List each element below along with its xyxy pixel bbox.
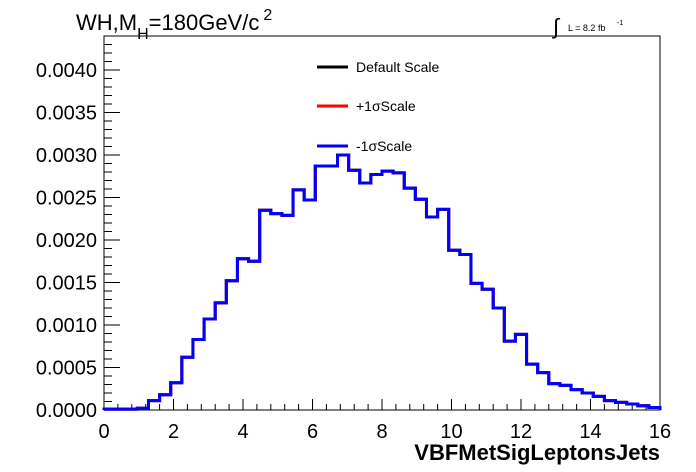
y-tick-label: 0.0010 bbox=[36, 315, 97, 337]
integral-icon: ∫ bbox=[551, 14, 561, 39]
title-value: =180GeV/c bbox=[149, 10, 260, 35]
x-tick-label: 6 bbox=[307, 421, 318, 443]
x-tick-label: 14 bbox=[579, 421, 601, 443]
x-tick-label: 8 bbox=[376, 421, 387, 443]
legend: Default Scale +1σScale -1σScale bbox=[317, 59, 439, 154]
lumi-superscript: -1 bbox=[617, 20, 623, 27]
x-tick-label: 4 bbox=[237, 421, 248, 443]
x-axis-label: VBFMetSigLeptonsJets bbox=[414, 440, 660, 465]
legend-label-default: Default Scale bbox=[356, 59, 439, 75]
x-tick-label: 12 bbox=[510, 421, 532, 443]
title-main: WH,M bbox=[76, 10, 137, 35]
x-tick-label: 2 bbox=[168, 421, 179, 443]
y-tick-label: 0.0015 bbox=[36, 273, 97, 295]
y-tick-label: 0.0025 bbox=[36, 188, 97, 210]
y-tick-label: 0.0035 bbox=[36, 103, 97, 125]
legend-label-minus: -1σScale bbox=[356, 138, 412, 154]
chart-title: WH,MH=180GeV/c 2 bbox=[76, 7, 272, 43]
x-axis: 0 2 4 6 8 10 12 14 16 bbox=[98, 399, 671, 443]
y-tick-label: 0.0005 bbox=[36, 358, 97, 380]
legend-label-plus: +1σScale bbox=[356, 98, 416, 114]
title-superscript: 2 bbox=[263, 7, 272, 24]
y-tick-label: 0.0000 bbox=[36, 400, 97, 422]
y-tick-label: 0.0040 bbox=[36, 60, 97, 82]
series-line-minus bbox=[102, 153, 662, 411]
series-line-plus bbox=[102, 153, 662, 411]
plot-frame bbox=[103, 35, 661, 411]
title-subscript: H bbox=[137, 26, 149, 43]
x-tick-label: 10 bbox=[440, 421, 462, 443]
histogram-series bbox=[102, 153, 662, 411]
lumi-label: L = 8.2 fb bbox=[568, 23, 605, 33]
x-tick-label: 16 bbox=[649, 421, 671, 443]
series-line-default bbox=[102, 153, 662, 411]
y-axis: 0.0000 0.0005 0.0010 0.0015 0.0020 0.0025 0.00… bbox=[36, 35, 120, 422]
y-tick-label: 0.0020 bbox=[36, 230, 97, 252]
x-tick-label: 0 bbox=[98, 421, 109, 443]
y-tick-label: 0.0030 bbox=[36, 145, 97, 167]
lumi-annotation: ∫ L = 8.2 fb -1 bbox=[551, 14, 623, 39]
